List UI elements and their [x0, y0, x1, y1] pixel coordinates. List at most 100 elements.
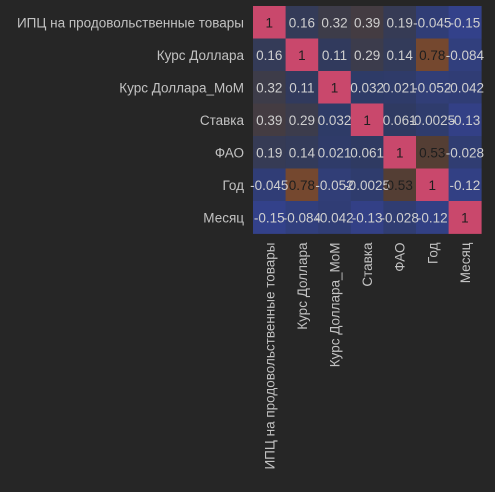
cell-value-label: 1 [429, 178, 437, 193]
cell-value-label: 0.11 [322, 48, 347, 63]
heatmap-cells [253, 6, 482, 234]
cell-value-label: 0.29 [289, 113, 315, 128]
cell-value-label: -0.052 [315, 178, 353, 193]
cell-value-label: -0.084 [283, 210, 322, 225]
cell-value-label: 0.39 [256, 113, 282, 128]
cell-value-label: 0.11 [289, 80, 314, 95]
column-label-курс-доллара-mom: Курс Доллара_MoM [328, 243, 343, 368]
cell-value-label: 1 [396, 145, 404, 160]
heatmap-cell-r4-c2 [318, 136, 352, 169]
row-label-ипц-на-продовольственные-товары: ИПЦ на продовольственные товары [17, 15, 244, 30]
cell-value-label: 1 [363, 113, 371, 128]
heatmap-cell-r2-c2 [318, 71, 352, 104]
row-tick-labels: ИПЦ на продовольственные товары Курс Долл… [17, 15, 245, 225]
column-tick-labels: ИПЦ на продовольственные товары Курс Долл… [262, 242, 473, 470]
heatmap-cell-r6-c0 [253, 201, 286, 234]
heatmap-cell-r2-c4 [383, 71, 417, 104]
cell-value-label: 0.53 [419, 145, 445, 160]
heatmap-cell-r6-c6 [448, 201, 482, 234]
cell-value-label: -0.045 [413, 15, 451, 30]
cell-value-label: -0.13 [352, 210, 383, 225]
row-label-месяц: Месяц [203, 210, 244, 225]
cell-value-label: 0.021 [318, 145, 352, 160]
heatmap-cell-r1-c0 [253, 38, 286, 72]
heatmap-cell-r3-c1 [285, 103, 319, 137]
row-label-курс-доллара-mom: Курс Доллара_MoM [119, 80, 244, 95]
cell-value-label: 0.32 [256, 80, 282, 95]
heatmap-cell-r1-c6 [448, 38, 482, 72]
cell-value-label: 1 [331, 80, 339, 95]
cell-value-label: 0.19 [387, 15, 413, 30]
cell-value-label: 0.061 [350, 145, 384, 160]
heatmap-cell-r2-c6 [448, 71, 482, 104]
heatmap-cell-r2-c3 [350, 71, 384, 104]
cell-value-label: -0.15 [450, 15, 481, 30]
heatmap-cell-r5-c2 [318, 168, 352, 202]
cell-value-label: 1 [266, 15, 274, 30]
heatmap-cell-r1-c1 [285, 38, 319, 72]
cell-value-label: 1 [461, 210, 469, 225]
cell-value-label: -0.12 [450, 178, 481, 193]
heatmap-cell-r1-c5 [416, 38, 449, 72]
heatmap-cell-r0-c4 [383, 6, 417, 39]
cell-value-label: -0.084 [446, 48, 485, 63]
cell-value-label: -0.042 [315, 210, 353, 225]
cell-value-label: -0.12 [417, 210, 448, 225]
column-label-ипц-на-продовольственные-товары: ИПЦ на продовольственные товары [262, 243, 277, 470]
heatmap-cell-r5-c5 [416, 168, 449, 202]
heatmap-cell-r6-c4 [383, 201, 417, 234]
heatmap-cell-r5-c6 [448, 168, 482, 202]
cell-value-label: 0.032 [350, 80, 384, 95]
cell-value-label: 0.29 [354, 48, 380, 63]
column-label-год: Год [425, 242, 440, 264]
cell-value-label: 0.78 [289, 178, 315, 193]
cell-value-label: -0.0025 [409, 113, 455, 128]
column-label-фао: ФАО [393, 243, 408, 272]
cell-value-label: 0.14 [387, 48, 414, 63]
heatmap-cell-r3-c0 [253, 103, 286, 137]
cell-value-label: 0.32 [321, 15, 347, 30]
cell-value-label: 0.061 [383, 113, 417, 128]
cell-value-label: 0.021 [383, 80, 417, 95]
row-label-фао: ФАО [215, 145, 244, 160]
cell-value-label: 0.53 [387, 178, 413, 193]
cell-value-label: -0.042 [446, 80, 484, 95]
heatmap-cell-r0-c1 [285, 6, 319, 39]
heatmap-cell-r0-c3 [350, 6, 384, 39]
heatmap-cell-r0-c5 [416, 6, 449, 39]
cell-value-label: 0.032 [318, 113, 352, 128]
cell-value-label: -0.15 [254, 210, 285, 225]
heatmap-cell-r3-c2 [318, 103, 352, 137]
row-label-год: Год [223, 178, 245, 193]
cell-value-label: 0.16 [256, 48, 282, 63]
heatmap-cell-r5-c3 [350, 168, 384, 202]
cell-value-label: 0.39 [354, 15, 380, 30]
heatmap-cell-r3-c4 [383, 103, 417, 137]
heatmap-cell-r6-c5 [416, 201, 449, 234]
heatmap-cell-r2-c1 [285, 71, 319, 104]
heatmap-cell-r3-c3 [350, 103, 384, 137]
heatmap-cell-r1-c2 [318, 38, 352, 72]
heatmap-cell-r6-c2 [318, 201, 352, 234]
heatmap-cell-r5-c0 [253, 168, 286, 202]
heatmap-cell-r5-c1 [285, 168, 319, 202]
cell-value-label: 0.19 [256, 145, 282, 160]
heatmap-cell-r0-c6 [448, 6, 482, 39]
heatmap-cell-r4-c5 [416, 136, 449, 169]
heatmap-cell-r6-c3 [350, 201, 384, 234]
heatmap-cell-r4-c3 [350, 136, 384, 169]
cell-value-label: -0.052 [413, 80, 451, 95]
heatmap-cell-r3-c5 [416, 103, 449, 137]
cell-value-label: -0.0025 [344, 178, 390, 193]
heatmap-cell-r0-c2 [318, 6, 352, 39]
heatmap-cell-r0-c0 [253, 6, 286, 39]
column-label-курс-доллара: Курс Доллара [295, 242, 310, 330]
cell-value-label: -0.028 [446, 145, 484, 160]
column-label-ставка: Ставка [360, 242, 375, 287]
heatmap-cell-r4-c0 [253, 136, 286, 169]
heatmap-cell-r3-c6 [448, 103, 482, 137]
cell-value-label: 0.78 [419, 48, 445, 63]
heatmap-cell-r2-c0 [253, 71, 286, 104]
row-label-ставка: Ставка [200, 113, 245, 128]
